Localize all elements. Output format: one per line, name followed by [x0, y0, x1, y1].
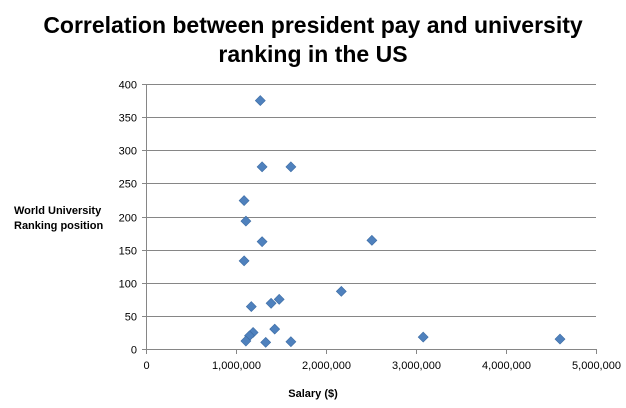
chart-title-line-1: Correlation between president pay and un… — [43, 12, 583, 38]
x-tick-label-2000000: 2,000,000 — [302, 360, 351, 372]
y-tick-label-350: 350 — [119, 113, 137, 125]
y-tick-labels: 0 50 100 150 200 250 300 350 400 — [119, 80, 137, 357]
data-point-8 — [238, 255, 250, 267]
x-tick-label-3000000: 3,000,000 — [392, 360, 441, 372]
data-point-5 — [240, 215, 252, 227]
data-point-2 — [256, 161, 268, 173]
y-axis-label-line-2: Ranking position — [14, 220, 104, 232]
x-tick-label-5000000: 5,000,000 — [572, 360, 621, 372]
y-tick-label-50: 50 — [125, 312, 137, 324]
data-point-6 — [256, 236, 268, 248]
data-points — [238, 95, 566, 348]
y-tick-label-200: 200 — [119, 213, 137, 225]
y-tick-label-0: 0 — [131, 345, 137, 357]
y-tick-label-100: 100 — [119, 279, 137, 291]
y-tick-label-150: 150 — [119, 246, 137, 258]
data-point-10 — [273, 293, 285, 305]
data-point-1 — [254, 95, 266, 106]
data-point-3 — [285, 161, 297, 173]
y-axis-label: World University Ranking position — [14, 204, 114, 234]
x-tick-label-0: 0 — [143, 360, 149, 372]
x-tick-label-4000000: 4,000,000 — [482, 360, 531, 372]
data-point-16 — [240, 335, 252, 347]
data-point-17 — [260, 336, 272, 348]
data-point-20 — [554, 333, 566, 345]
x-tick-label-1000000: 1,000,000 — [212, 360, 261, 372]
axes — [142, 84, 597, 354]
y-tick-label-400: 400 — [119, 80, 137, 92]
data-point-9 — [335, 285, 347, 297]
data-point-13 — [269, 323, 281, 335]
x-tick-labels: 0 1,000,000 2,000,000 3,000,000 4,000,000 5,0… — [143, 360, 621, 372]
y-tick-label-250: 250 — [119, 179, 137, 191]
data-point-18 — [285, 336, 297, 348]
gridlines — [146, 84, 596, 317]
chart-title-line-2: ranking in the US — [218, 41, 408, 67]
y-axis-label-line-1: World University — [14, 205, 102, 217]
data-point-4 — [238, 195, 250, 207]
data-point-19 — [417, 331, 429, 343]
y-tick-label-300: 300 — [119, 146, 137, 158]
data-point-7 — [366, 234, 378, 246]
data-point-12 — [245, 301, 257, 313]
x-axis-label: Salary ($) — [288, 388, 338, 400]
data-point-11 — [265, 297, 277, 309]
